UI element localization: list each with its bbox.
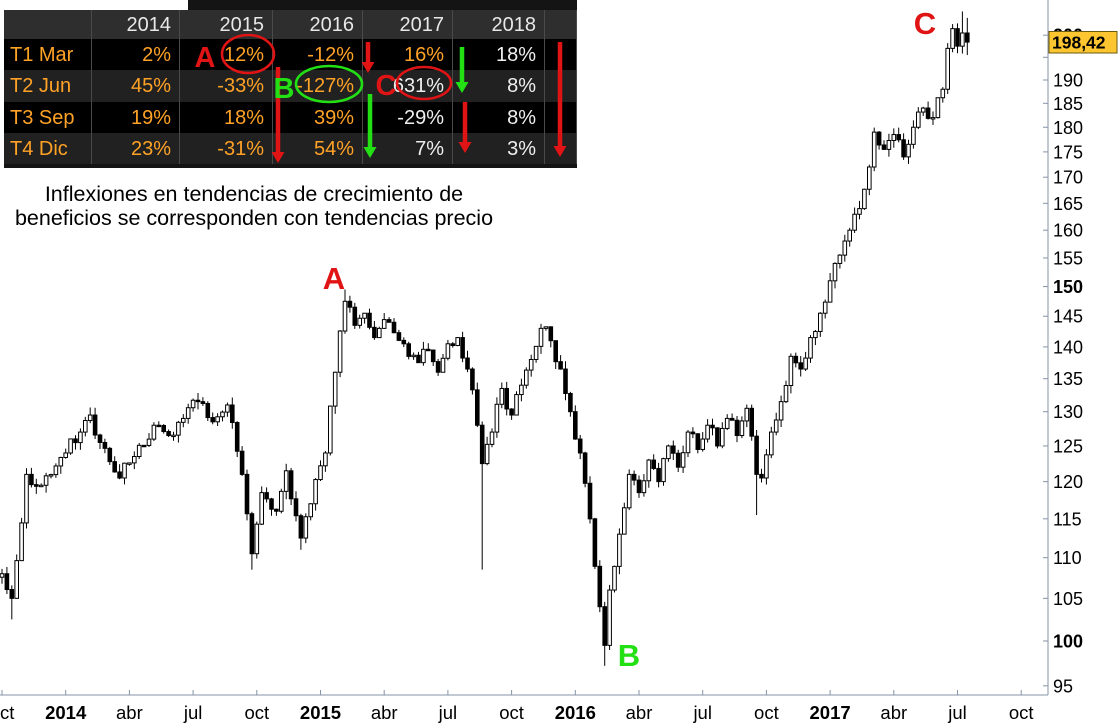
row-spacer-cell <box>545 133 577 164</box>
table-top-strip <box>188 0 577 11</box>
y-tick-label: 170 <box>1053 168 1083 188</box>
value-cell: -31% <box>180 133 273 164</box>
y-tick-label: 110 <box>1053 548 1082 568</box>
x-tick-label: abr <box>880 702 907 723</box>
y-tick-label: 135 <box>1053 369 1083 389</box>
row-spacer-cell <box>545 102 577 133</box>
value-cell: 18% <box>453 39 545 70</box>
y-tick-label: 175 <box>1053 142 1083 162</box>
value-cell: 54% <box>273 133 363 164</box>
y-tick-label: 105 <box>1053 589 1083 609</box>
header-year-2017: 2017 <box>363 10 453 39</box>
last-price-tag <box>1048 31 1118 54</box>
row-spacer-cell <box>545 39 577 70</box>
earnings-growth-table: 2014 2015 2016 2017 2018 T1 Mar 2% 12% -12% 16% 18… <box>4 10 577 168</box>
row-spacer-cell <box>545 70 577 102</box>
x-tick-label: abr <box>371 702 398 723</box>
y-tick-label: 140 <box>1053 337 1083 357</box>
value-cell: 18% <box>180 102 273 133</box>
value-cell: 39% <box>273 102 363 133</box>
x-tick-label: jul <box>438 702 458 723</box>
table-row-t2-jun: T2 Jun 45% -33% -127% 631% 8% <box>4 70 577 102</box>
value-cell: 8% <box>453 70 545 102</box>
value-cell: 12% <box>180 39 273 70</box>
row-label: T2 Jun <box>4 70 92 102</box>
y-tick-label: 115 <box>1053 509 1082 529</box>
y-tick-label: 155 <box>1053 248 1083 268</box>
y-tick-label: 125 <box>1053 436 1083 456</box>
last-price-value: 198,42 <box>1052 33 1106 53</box>
table-header-row: 2014 2015 2016 2017 2018 <box>4 10 577 39</box>
value-cell: 7% <box>363 133 453 164</box>
row-label: T1 Mar <box>4 39 92 70</box>
header-empty-cell <box>4 10 92 39</box>
value-cell: 631% <box>363 70 453 102</box>
value-cell: 23% <box>92 133 180 164</box>
y-tick-label: 190 <box>1053 71 1083 91</box>
x-tick-label: 2017 <box>810 702 851 723</box>
y-tick-label: 160 <box>1053 221 1083 241</box>
value-cell: 3% <box>453 133 545 164</box>
value-cell: 19% <box>92 102 180 133</box>
value-cell: 45% <box>92 70 180 102</box>
value-cell: -33% <box>180 70 273 102</box>
header-spacer-cell <box>545 10 577 39</box>
candles <box>0 11 970 666</box>
row-label: T3 Sep <box>4 102 92 133</box>
y-tick-label: 95 <box>1053 676 1073 696</box>
header-year-2014: 2014 <box>92 10 180 39</box>
table-row-t1-mar: T1 Mar 2% 12% -12% 16% 18% <box>4 39 577 70</box>
y-tick-label: 150 <box>1053 277 1083 297</box>
x-tick-label: 2014 <box>45 702 87 723</box>
x-tick-label: oct <box>244 702 269 723</box>
value-cell: 8% <box>453 102 545 133</box>
row-label: T4 Dic <box>4 133 92 164</box>
x-tick-label: oct <box>499 702 524 723</box>
x-tick-label: abr <box>626 702 653 723</box>
caption-line-2: beneficios se corresponden con tendencia… <box>14 206 494 230</box>
value-cell: 2% <box>92 39 180 70</box>
y-tick-label: 180 <box>1053 118 1083 138</box>
x-tick-label: oct <box>0 702 14 723</box>
x-tick-label: jul <box>947 702 967 723</box>
x-tick-label: jul <box>183 702 203 723</box>
y-tick-label: 120 <box>1053 472 1083 492</box>
y-tick-label: 130 <box>1053 402 1083 422</box>
value-cell: -12% <box>273 39 363 70</box>
y-tick-label: 185 <box>1053 94 1083 114</box>
value-cell: -29% <box>363 102 453 133</box>
x-tick-label: 2016 <box>555 702 596 723</box>
axes <box>0 0 1049 696</box>
y-tick-label: 145 <box>1053 307 1083 327</box>
x-tick-label: oct <box>1009 702 1034 723</box>
header-year-2015: 2015 <box>180 10 273 39</box>
caption-text: Inflexiones en tendencias de crecimiento… <box>8 182 500 230</box>
header-year-2016: 2016 <box>273 10 363 39</box>
value-cell: 16% <box>363 39 453 70</box>
value-cell: -127% <box>273 70 363 102</box>
header-year-2018: 2018 <box>453 10 545 39</box>
y-tick-label: 100 <box>1053 631 1083 651</box>
x-tick-label: oct <box>754 702 779 723</box>
x-tick-label: 2015 <box>300 702 341 723</box>
x-tick-label: abr <box>116 702 143 723</box>
table-row-t4-dic: T4 Dic 23% -31% 54% 7% 3% <box>4 133 577 164</box>
caption-line-1: Inflexiones en tendencias de crecimiento… <box>44 182 464 206</box>
x-tick-label: jul <box>692 702 712 723</box>
table-row-t3-sep: T3 Sep 19% 18% 39% -29% 8% <box>4 102 577 133</box>
y-tick-label: 165 <box>1053 194 1083 214</box>
